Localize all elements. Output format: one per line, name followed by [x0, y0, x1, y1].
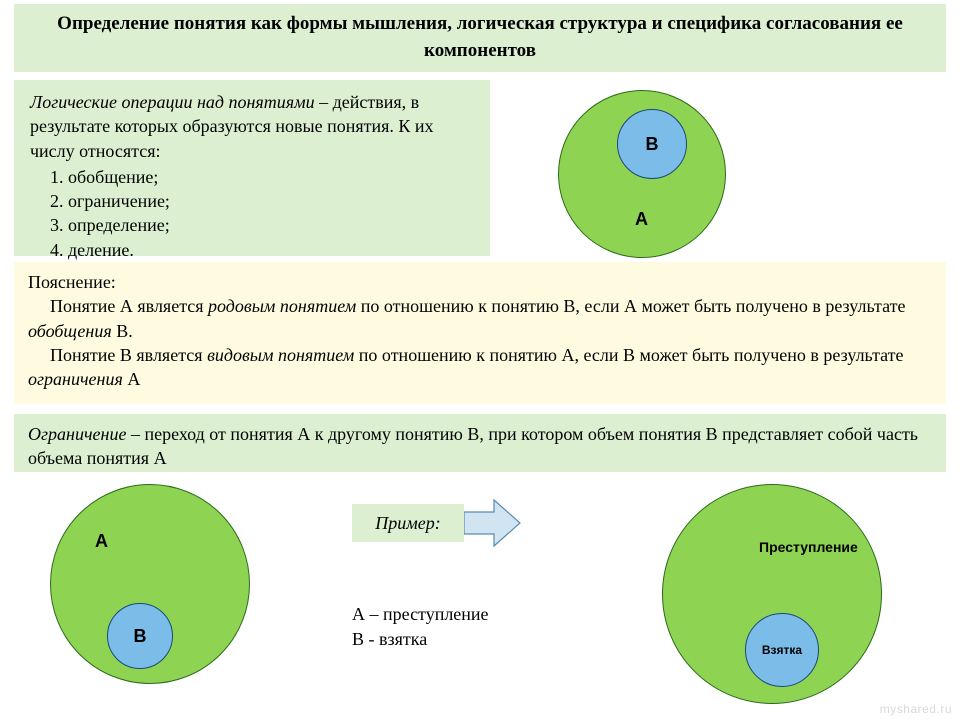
explain-heading: Пояснение:: [28, 270, 932, 294]
inner-label: В: [134, 626, 147, 647]
ops-item: деление.: [68, 238, 474, 262]
inner-label: В: [646, 134, 659, 155]
venn-diagram-bottom-left: А В: [50, 484, 260, 694]
outer-label: А: [95, 531, 108, 552]
text-em: ограничения: [28, 369, 123, 389]
explanation-panel: Пояснение: Понятие А является родовым по…: [14, 262, 946, 404]
text-em: обобщения: [28, 321, 112, 341]
example-tag-text: Пример:: [375, 513, 440, 534]
text: Понятие А является: [50, 296, 208, 316]
text: по отношению к понятию А, если В может б…: [354, 345, 903, 365]
outer-circle-a: А В: [558, 90, 726, 258]
title-band: Определение понятия как формы мышления, …: [14, 4, 946, 72]
outer-label: Преступление: [759, 539, 858, 555]
restriction-panel: Ограничение – переход от понятия А к дру…: [14, 414, 946, 472]
explain-p2: Понятие В является видовым понятием по о…: [28, 343, 932, 392]
inner-circle-b: В: [617, 109, 687, 179]
example-tag: Пример:: [352, 504, 464, 542]
example-line-2: В - взятка: [352, 627, 489, 652]
example-line-1: А – преступление: [352, 602, 489, 627]
ops-item: ограничение;: [68, 189, 474, 213]
text: А: [123, 369, 141, 389]
watermark: myshared.ru: [880, 702, 952, 716]
ops-list: обобщение; ограничение; определение; дел…: [68, 165, 474, 262]
ops-item: обобщение;: [68, 165, 474, 189]
outer-circle-crime: Преступление Взятка: [662, 484, 882, 704]
text: Понятие В является: [50, 345, 207, 365]
inner-circle-bribe: Взятка: [745, 613, 819, 687]
restrict-lead: Ограничение: [28, 424, 126, 444]
restrict-rest: – переход от понятия А к другому понятию…: [28, 424, 918, 468]
text-em: видовым понятием: [207, 345, 354, 365]
inner-circle-b: В: [107, 603, 173, 669]
outer-label: А: [635, 209, 648, 230]
text: В.: [112, 321, 133, 341]
arrow-icon: [464, 498, 522, 548]
venn-diagram-bottom-right: Преступление Взятка: [662, 484, 888, 710]
venn-diagram-top: А В: [558, 90, 858, 260]
explain-p1: Понятие А является родовым понятием по о…: [28, 294, 932, 343]
ops-lead-italic: Логические операции над понятиями: [30, 92, 315, 112]
text: по отношению к понятию В, если А может б…: [356, 296, 905, 316]
inner-label: Взятка: [762, 643, 802, 657]
example-lines: А – преступление В - взятка: [352, 602, 489, 652]
outer-circle-a: А В: [50, 484, 250, 684]
bottom-row: А В Пример: А – преступление В - взятка …: [14, 484, 946, 708]
operations-panel: Логические операции над понятиями – дейс…: [14, 80, 490, 256]
text-em: родовым понятием: [208, 296, 356, 316]
page-title: Определение понятия как формы мышления, …: [28, 11, 932, 64]
ops-item: определение;: [68, 213, 474, 237]
